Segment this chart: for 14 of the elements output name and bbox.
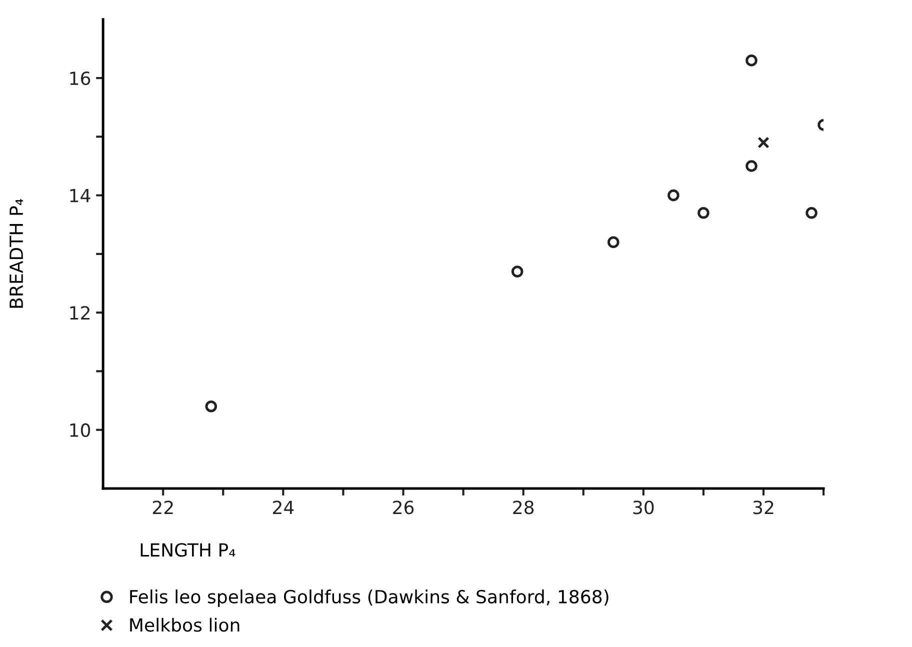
y-tick-label: 10: [70, 423, 90, 437]
x-tick-label: 28: [513, 500, 534, 514]
legend-label: Melkbos lion: [130, 618, 240, 632]
x-tick-label: 32: [753, 500, 774, 514]
y-tick-label: 16: [70, 72, 90, 86]
x-tick-label: 22: [152, 500, 173, 514]
legend-label: Felis leo spelaea Goldfuss (Dawkins & Sanford, 1868): [130, 590, 608, 607]
x-tick-label: 24: [273, 500, 294, 514]
x-tick-label: 26: [393, 500, 414, 514]
y-tick-label: 14: [70, 189, 90, 202]
y-tick-label: 12: [70, 306, 90, 320]
y-axis-title: BREADTH P₄: [10, 198, 23, 308]
x-axis-title: LENGTH P₄: [140, 543, 236, 557]
x-tick-label: 30: [633, 500, 654, 514]
